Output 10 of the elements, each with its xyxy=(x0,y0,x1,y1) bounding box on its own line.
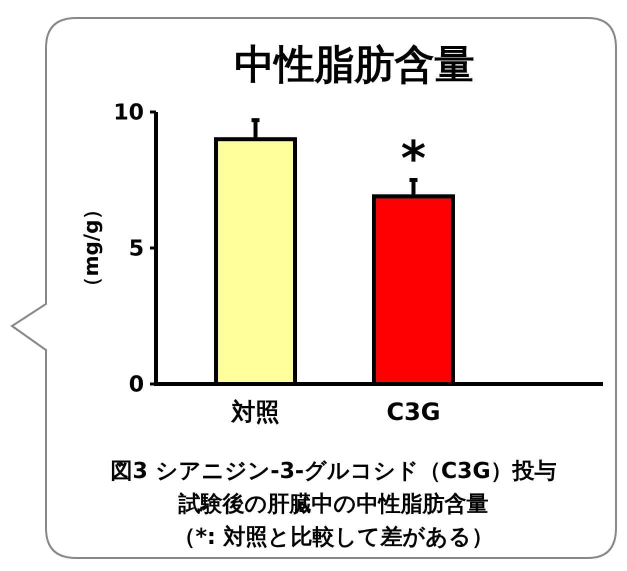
y-tick-label: 0 xyxy=(128,372,144,398)
y-axis-title: （mg/g） xyxy=(79,200,103,296)
annotation: * xyxy=(400,130,426,187)
y-tick-label: 5 xyxy=(128,236,144,262)
x-tick-label: C3G xyxy=(386,398,440,426)
x-tick-label: 対照 xyxy=(230,398,280,426)
chart-title: 中性脂肪含量 xyxy=(234,42,474,88)
text: （*: 対照と比較して差がある） xyxy=(174,524,494,550)
caption: 図3 シアニジン-3-グルコシド（C3G）投与試験後の肝臓中の中性脂肪含量 xyxy=(110,459,557,517)
y-tick-label: 10 xyxy=(113,100,144,126)
